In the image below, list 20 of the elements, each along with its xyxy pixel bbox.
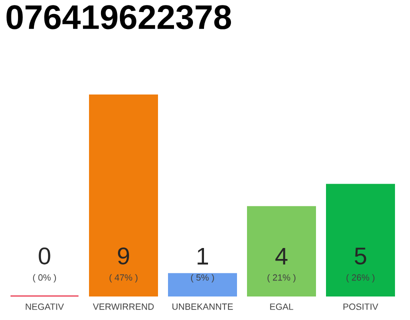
bar <box>246 206 316 296</box>
annotation: ( 5% ) <box>191 274 214 282</box>
data-label: 1 <box>198 248 208 264</box>
x-tick-label: UNBEKANNTE <box>172 304 233 310</box>
annotation: ( 21% ) <box>268 274 296 282</box>
bar <box>168 273 237 296</box>
x-tick-label: NEGATIV <box>26 304 64 310</box>
annotation: ( 0% ) <box>33 274 56 282</box>
x-tick-label: POSITIV <box>343 304 378 310</box>
annotation: ( 26% ) <box>346 274 374 282</box>
chart-title: 076419622378 <box>6 5 232 30</box>
data-label: 4 <box>275 248 288 264</box>
data-label: 0 <box>38 247 50 264</box>
x-tick-label: VERWIRREND <box>92 304 154 310</box>
bar <box>89 94 158 296</box>
x-tick-label: EGAL <box>270 304 294 310</box>
annotation: ( 47% ) <box>110 274 138 282</box>
data-label: 9 <box>118 247 130 264</box>
data-label: 5 <box>354 248 366 264</box>
bar <box>326 184 395 296</box>
